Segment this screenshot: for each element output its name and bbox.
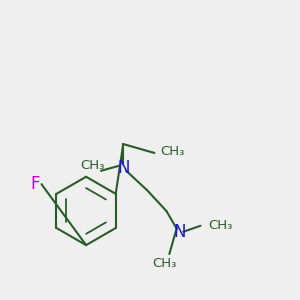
Text: CH₃: CH₃ [153,257,177,270]
Text: F: F [31,175,40,193]
Text: CH₃: CH₃ [80,159,104,172]
Text: N: N [173,223,186,241]
Text: CH₃: CH₃ [208,219,232,232]
Text: N: N [117,159,130,177]
Text: CH₃: CH₃ [160,145,185,158]
